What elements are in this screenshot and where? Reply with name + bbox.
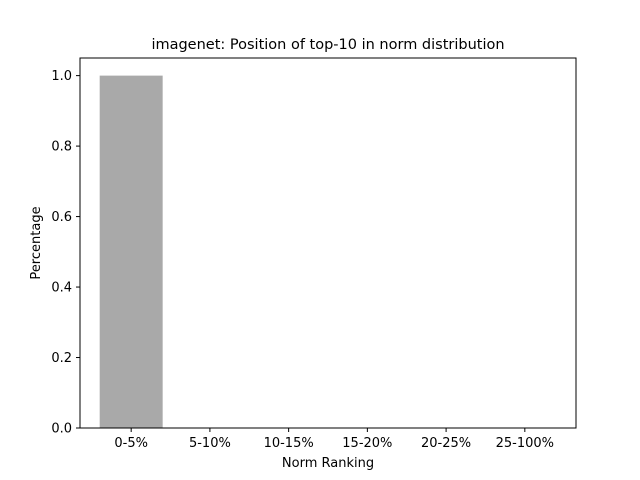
y-tick-label: 0.4 (51, 281, 72, 296)
y-tick-label: 0.2 (51, 351, 72, 366)
x-tick-label: 10-15% (264, 436, 314, 451)
bars-group (99, 75, 163, 428)
x-tick-label: 5-10% (189, 436, 231, 451)
x-tick-label: 0-5% (114, 436, 148, 451)
y-tick-label: 1.0 (51, 69, 72, 84)
x-tick-label: 15-20% (342, 436, 392, 451)
y-tick-label: 0.6 (51, 210, 72, 225)
x-tick-label: 20-25% (421, 436, 471, 451)
x-tick-label: 25-100% (496, 436, 554, 451)
y-tick-label: 0.8 (51, 140, 72, 155)
chart-title: imagenet: Position of top-10 in norm dis… (151, 37, 504, 53)
y-tick-label: 0.0 (51, 422, 72, 437)
bar-0-5% (99, 75, 163, 428)
y-axis-label: Percentage (29, 206, 44, 279)
plot-frame (79, 57, 577, 429)
x-axis-ticks: 0-5% 5-10% 10-15% 15-20% 20-25% 25-100% (114, 428, 554, 451)
y-axis-ticks: 0.0 0.2 0.4 0.6 0.8 1.0 (51, 69, 80, 437)
x-axis-label: Norm Ranking (282, 456, 374, 471)
